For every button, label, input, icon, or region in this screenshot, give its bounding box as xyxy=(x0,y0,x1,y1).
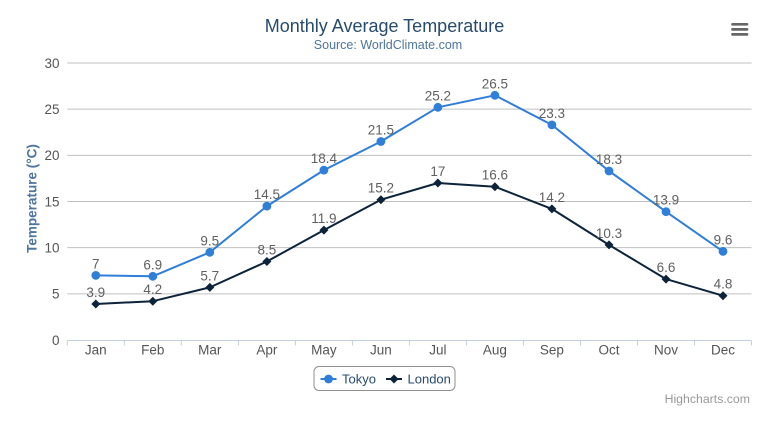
svg-text:15: 15 xyxy=(44,194,59,209)
svg-text:16.6: 16.6 xyxy=(482,168,508,183)
svg-text:9.6: 9.6 xyxy=(714,232,733,247)
svg-text:Highcharts.com: Highcharts.com xyxy=(665,392,750,406)
svg-text:Aug: Aug xyxy=(483,343,507,358)
svg-text:26.5: 26.5 xyxy=(482,76,508,91)
svg-text:18.4: 18.4 xyxy=(311,151,338,166)
svg-text:Jun: Jun xyxy=(370,343,392,358)
svg-text:11.9: 11.9 xyxy=(311,211,336,226)
svg-text:0: 0 xyxy=(52,333,60,348)
svg-text:25: 25 xyxy=(44,102,59,117)
svg-text:Monthly Average Temperature: Monthly Average Temperature xyxy=(265,16,504,36)
svg-text:4.8: 4.8 xyxy=(714,277,733,292)
svg-text:5: 5 xyxy=(52,287,60,302)
svg-text:6.6: 6.6 xyxy=(657,260,676,275)
svg-text:10.3: 10.3 xyxy=(596,226,622,241)
svg-text:25.2: 25.2 xyxy=(425,88,451,103)
svg-text:15.2: 15.2 xyxy=(368,181,394,196)
svg-text:Mar: Mar xyxy=(198,343,222,358)
svg-text:9.5: 9.5 xyxy=(200,233,219,248)
svg-text:Oct: Oct xyxy=(598,343,619,358)
svg-text:London: London xyxy=(408,371,451,386)
svg-text:Jan: Jan xyxy=(85,343,107,358)
svg-text:17: 17 xyxy=(430,164,445,179)
svg-text:6.9: 6.9 xyxy=(143,257,162,272)
svg-text:3.9: 3.9 xyxy=(86,285,105,300)
svg-text:5.7: 5.7 xyxy=(200,268,219,283)
svg-text:21.5: 21.5 xyxy=(368,123,394,138)
svg-text:20: 20 xyxy=(44,148,59,163)
svg-text:Feb: Feb xyxy=(141,343,164,358)
svg-text:30: 30 xyxy=(44,56,59,71)
svg-text:May: May xyxy=(311,343,337,358)
svg-text:4.2: 4.2 xyxy=(143,282,162,297)
svg-text:8.5: 8.5 xyxy=(258,243,277,258)
svg-text:Dec: Dec xyxy=(711,343,735,358)
svg-text:23.3: 23.3 xyxy=(539,106,565,121)
svg-text:Sep: Sep xyxy=(540,343,564,358)
svg-text:Nov: Nov xyxy=(654,343,678,358)
svg-text:Apr: Apr xyxy=(256,343,278,358)
svg-text:13.9: 13.9 xyxy=(653,193,679,208)
svg-text:Source: WorldClimate.com: Source: WorldClimate.com xyxy=(314,38,462,52)
svg-text:14.5: 14.5 xyxy=(254,187,280,202)
svg-text:7: 7 xyxy=(92,256,100,271)
svg-text:18.3: 18.3 xyxy=(596,152,622,167)
svg-text:10: 10 xyxy=(44,241,59,256)
svg-text:Tokyo: Tokyo xyxy=(342,371,376,386)
svg-text:Temperature (°C): Temperature (°C) xyxy=(25,144,40,253)
svg-text:Jul: Jul xyxy=(429,343,446,358)
svg-text:14.2: 14.2 xyxy=(539,190,565,205)
